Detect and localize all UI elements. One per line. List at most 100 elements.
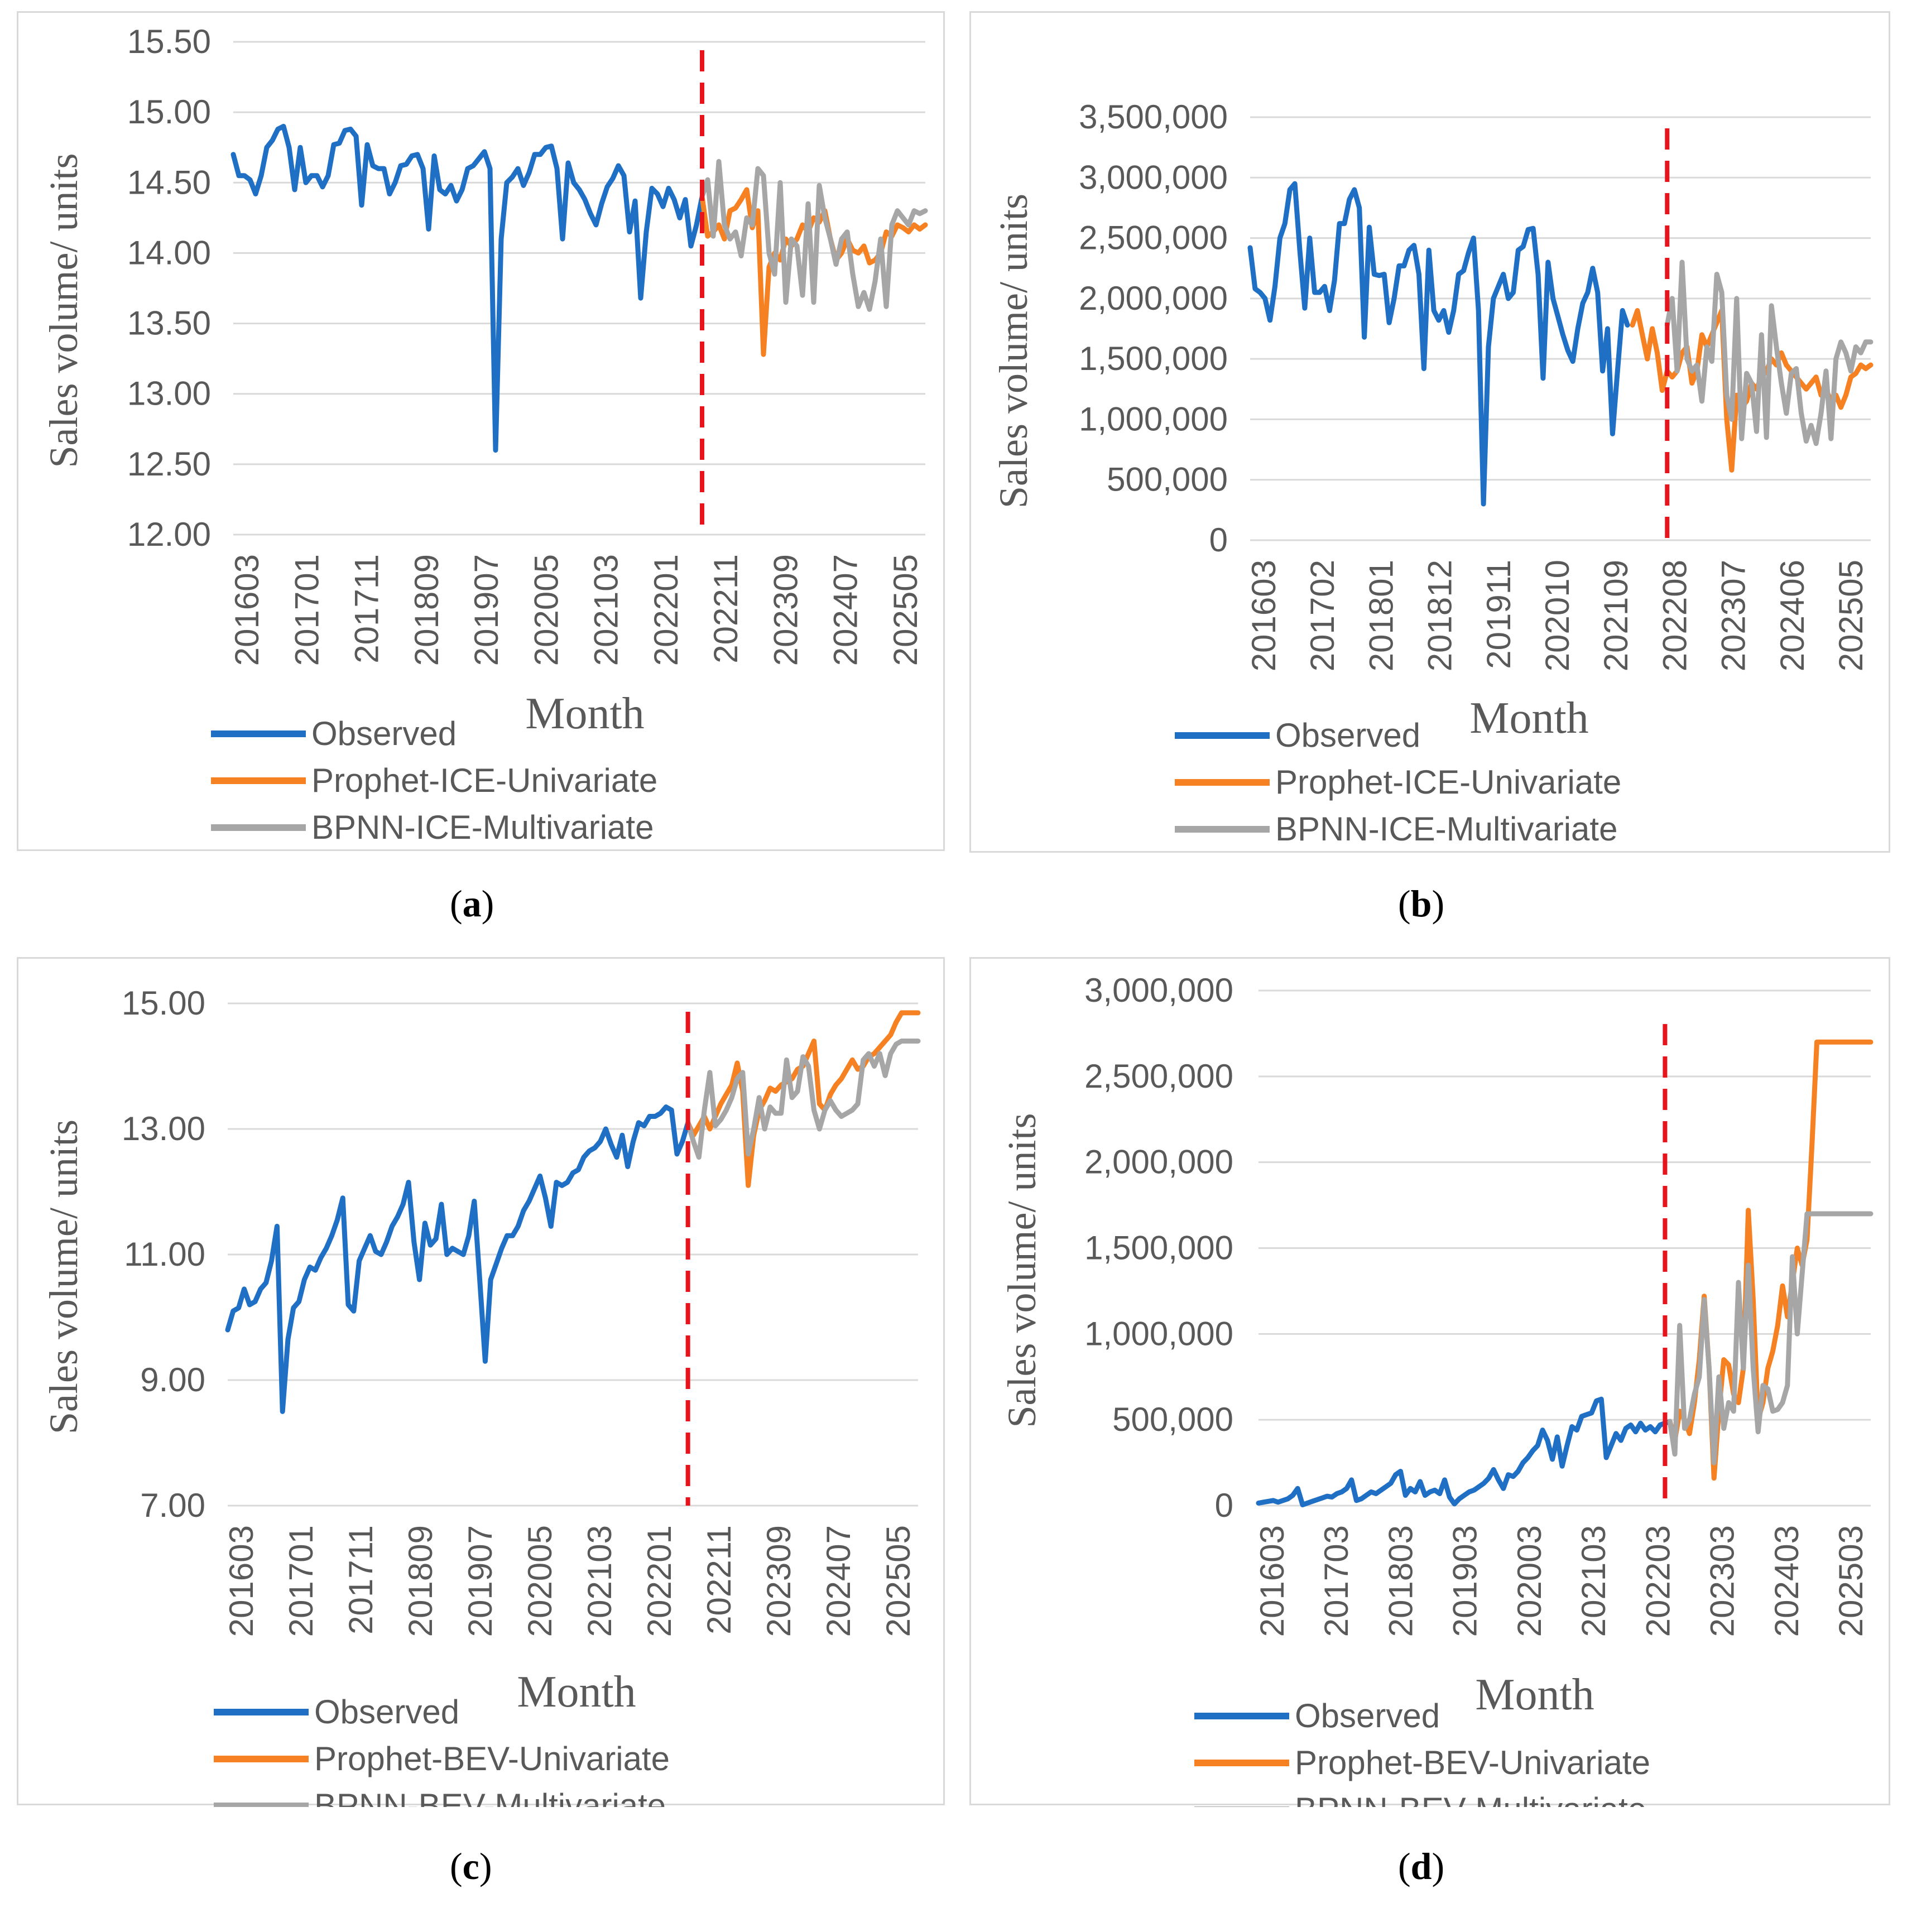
series-line-observed <box>230 123 705 453</box>
y-tick-label: 15.50 <box>127 23 211 60</box>
series-line-observed <box>1256 1396 1673 1507</box>
chart-a: 15.50 15.00 14.50 14.00 13.50 13.00 12.50 12.00… <box>41 23 928 846</box>
y-tick-label: 3,000,000 <box>1079 158 1228 196</box>
legend-label: Observed <box>314 1693 459 1731</box>
x-tick-label: 202406 <box>1774 560 1811 671</box>
x-axis-title: Month <box>517 1667 636 1717</box>
legend-label: BPNN-BEV-Multivariate <box>1295 1791 1646 1807</box>
legend-label: Prophet-ICE-Univariate <box>1275 763 1621 801</box>
x-tick-label: 201701 <box>282 1525 320 1637</box>
panel-d: 3,000,000 2,500,000 2,000,000 1,500,000 1,00… <box>969 957 1890 1807</box>
y-tick-label: 500,000 <box>1107 461 1228 498</box>
x-tick-label: 202201 <box>641 1525 678 1637</box>
x-tick-label: 201911 <box>1480 560 1517 669</box>
x-axis-title: Month <box>1469 694 1588 743</box>
panel-b: 3,500,000 3,000,000 2,500,000 2,000,000 1,50… <box>969 11 1890 853</box>
y-tick-label: 13.00 <box>127 375 211 412</box>
x-tick-label: 201903 <box>1447 1525 1484 1637</box>
x-tick-label: 202005 <box>527 554 565 666</box>
x-tick-label: 202403 <box>1768 1525 1805 1637</box>
x-tick-label: 201907 <box>468 554 505 666</box>
caption-a: (a) <box>450 882 494 925</box>
y-tick-label: 11.00 <box>124 1236 205 1273</box>
legend-label: Observed <box>311 715 457 752</box>
x-tick-label: 201603 <box>1253 1525 1291 1637</box>
caption-d: (d) <box>1398 1845 1445 1887</box>
x-tick-label: 201812 <box>1421 560 1459 671</box>
legend-label: Prophet-BEV-Univariate <box>1295 1744 1650 1781</box>
x-tick-label: 202109 <box>1597 560 1635 671</box>
x-tick-label: 202203 <box>1639 1525 1677 1637</box>
y-axis-title: Sales volume/ units <box>41 1119 86 1434</box>
x-tick-label: 202103 <box>588 554 625 666</box>
x-tick-label: 202010 <box>1539 560 1576 671</box>
y-tick-label: 2,500,000 <box>1084 1058 1233 1095</box>
x-tick-label: 202211 <box>700 1525 738 1635</box>
y-tick-label: 14.00 <box>127 234 211 271</box>
x-tick-label: 201803 <box>1382 1525 1419 1637</box>
y-axis-title: Sales volume/ units <box>991 194 1036 508</box>
y-tick-label: 7.00 <box>140 1487 205 1524</box>
series-line-prophet-ice-univariate <box>699 187 928 357</box>
legend-label: Observed <box>1295 1697 1440 1734</box>
y-tick-label: 12.50 <box>127 445 211 483</box>
legend-label: BPNN-ICE-Multivariate <box>311 809 654 846</box>
x-tick-label: 202505 <box>880 1525 917 1637</box>
chart-b: 3,500,000 3,000,000 2,500,000 2,000,000 1,50… <box>991 98 1874 848</box>
legend-label: BPNN-ICE-Multivariate <box>1275 810 1617 848</box>
x-tick-label: 201701 <box>288 554 325 666</box>
x-tick-label: 202407 <box>827 554 864 666</box>
x-tick-label: 201603 <box>223 1525 260 1637</box>
y-axis-title: Sales volume/ units <box>41 153 86 468</box>
y-tick-label: 1,500,000 <box>1084 1229 1233 1267</box>
x-tick-label: 201711 <box>342 1525 380 1635</box>
x-tick-label: 201809 <box>402 1525 439 1637</box>
x-tick-label: 202005 <box>521 1525 559 1637</box>
y-tick-label: 1,500,000 <box>1079 340 1228 377</box>
y-tick-label: 0 <box>1209 521 1228 559</box>
chart-d: 3,000,000 2,500,000 2,000,000 1,500,000 1,00… <box>1000 972 1874 1807</box>
panel-c: 15.00 13.00 11.00 9.00 7.00 201603 201701 20171… <box>17 957 945 1807</box>
panel-a: 15.50 15.00 14.50 14.00 13.50 13.00 12.50 12.00… <box>17 11 945 851</box>
x-tick-label: 202208 <box>1656 560 1693 671</box>
y-tick-label: 15.00 <box>127 93 211 131</box>
y-tick-label: 2,000,000 <box>1079 280 1228 317</box>
x-tick-label: 201703 <box>1318 1525 1355 1637</box>
y-tick-label: 15.00 <box>122 984 205 1022</box>
y-tick-label: 500,000 <box>1112 1401 1233 1438</box>
y-tick-label: 2,500,000 <box>1079 219 1228 257</box>
caption-b: (b) <box>1398 882 1445 925</box>
x-tick-label: 202211 <box>707 554 744 664</box>
x-tick-label: 201603 <box>228 554 266 666</box>
y-tick-label: 14.50 <box>127 164 211 201</box>
series-line-prophet-bev-univariate <box>1667 1039 1874 1481</box>
x-tick-label: 202309 <box>767 554 804 666</box>
x-tick-label: 202505 <box>887 554 924 666</box>
x-tick-label: 202201 <box>647 554 685 666</box>
legend-label: Prophet-ICE-Univariate <box>311 762 657 799</box>
x-tick-label: 202309 <box>760 1525 798 1637</box>
x-tick-label: 202103 <box>1575 1525 1612 1637</box>
x-tick-label: 201809 <box>408 554 445 666</box>
x-tick-label: 202103 <box>581 1525 618 1637</box>
x-tick-label: 202003 <box>1511 1525 1548 1637</box>
x-tick-label: 201907 <box>462 1525 499 1637</box>
x-tick-label: 201603 <box>1245 560 1282 671</box>
y-tick-label: 9.00 <box>140 1361 205 1398</box>
y-tick-label: 1,000,000 <box>1079 400 1228 438</box>
y-tick-label: 12.00 <box>127 516 211 553</box>
x-tick-label: 202505 <box>1832 560 1870 671</box>
series-line-bpnn-bev-multivariate <box>1667 1211 1874 1465</box>
x-axis-title: Month <box>525 689 644 738</box>
x-tick-label: 202407 <box>820 1525 857 1637</box>
x-tick-label: 202503 <box>1832 1525 1870 1637</box>
series-line-bpnn-ice-multivariate <box>1664 259 1874 446</box>
y-tick-label: 2,000,000 <box>1084 1143 1233 1181</box>
x-tick-label: 202303 <box>1704 1525 1741 1637</box>
chart-c: 15.00 13.00 11.00 9.00 7.00 201603 201701 20171… <box>41 984 921 1807</box>
legend-label: Prophet-BEV-Univariate <box>314 1740 670 1777</box>
y-axis-title: Sales volume/ units <box>1000 1113 1044 1428</box>
legend-label: BPNN-BEV-Multivariate <box>314 1787 666 1807</box>
x-tick-label: 202307 <box>1715 560 1752 671</box>
series-line-bpnn-ice-multivariate <box>699 158 928 312</box>
